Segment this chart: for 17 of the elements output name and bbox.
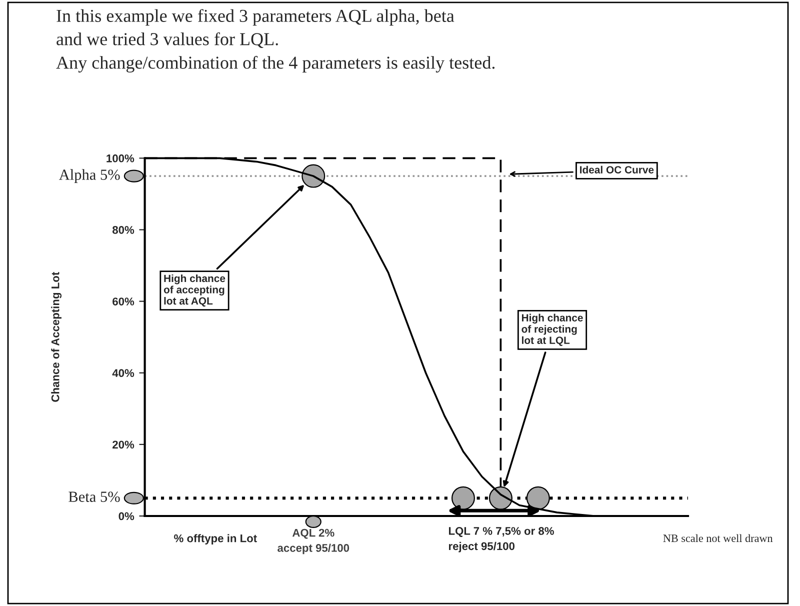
ref-line-label: Alpha 5%	[58, 169, 120, 183]
chart-title: In this example we fixed 3 parameters AQL alpha, beta and we tried 3 values for LQL. Any change/combination of the 4 parameters is easily tested.	[56, 9, 495, 73]
y-tick-label: 40%	[112, 369, 134, 378]
text: NB scale not well drawn	[663, 534, 773, 542]
y-tick-label: 100%	[106, 154, 134, 162]
y-tick-label: 20%	[112, 440, 134, 449]
x-axis-title: % offtype in Lot	[174, 534, 257, 544]
annotation: High chance of rejecting lot at LQL	[522, 314, 583, 346]
y-axis-title: Chance of Accepting Lot	[51, 272, 62, 402]
text: LQL 7 % 7,5% or 8% reject 95/100	[448, 527, 554, 552]
text: AQL 2% accept 95/100	[278, 528, 350, 554]
y-tick-label: 80%	[112, 226, 134, 234]
annotation: Ideal OC Curve	[580, 166, 654, 174]
y-tick-label: 0%	[118, 512, 134, 520]
annotation: High chance of accepting lot at AQL	[164, 274, 226, 307]
y-tick-label: 60%	[112, 298, 134, 306]
ref-line-label: Beta 5%	[68, 492, 120, 502]
